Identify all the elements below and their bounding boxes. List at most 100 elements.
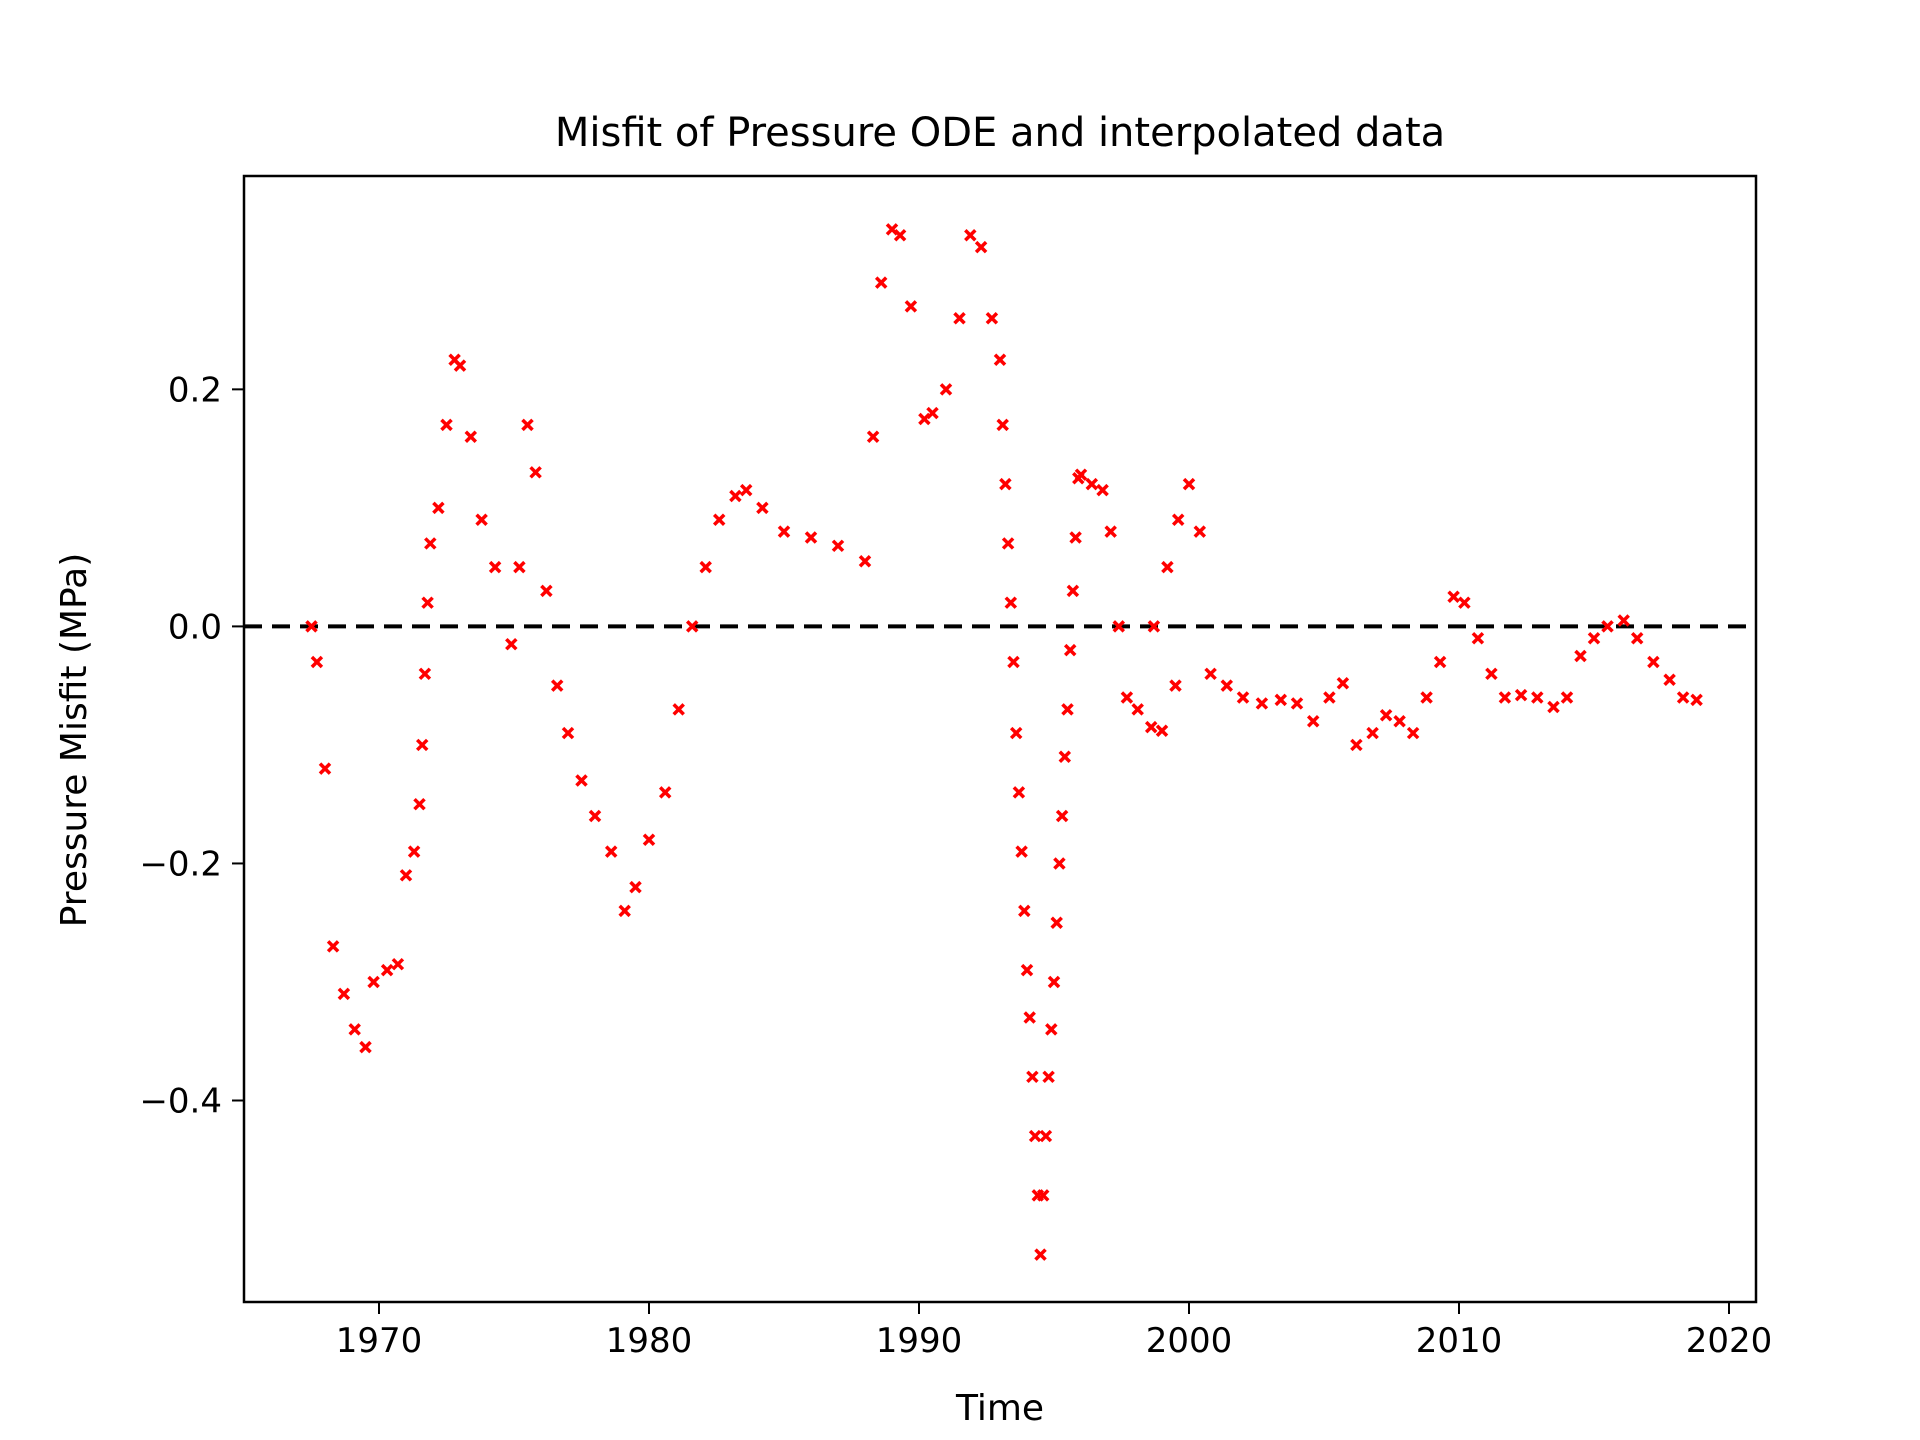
data-point [1379, 709, 1393, 722]
data-point [604, 845, 618, 858]
data-point [996, 418, 1009, 432]
data-point [1147, 620, 1161, 633]
data-point [1023, 1011, 1036, 1024]
data-point [432, 501, 445, 515]
data-point [1026, 1070, 1039, 1084]
data-point [1034, 1248, 1047, 1261]
data-point [1047, 975, 1061, 989]
data-point [999, 477, 1012, 491]
data-point [521, 418, 534, 432]
data-point [831, 539, 845, 553]
plot-area [244, 223, 1756, 1261]
data-point [1036, 1189, 1050, 1202]
data-point [464, 430, 478, 443]
data-point [1096, 483, 1109, 497]
data-point [1676, 691, 1690, 704]
data-point [1193, 525, 1207, 538]
data-point [1236, 691, 1250, 704]
x-tick-label: 2000 [1146, 1321, 1233, 1361]
data-point [1323, 691, 1336, 704]
data-point [974, 240, 988, 254]
data-point [1120, 691, 1134, 704]
data-point [1647, 655, 1660, 669]
y-tick-label: −0.2 [139, 844, 222, 884]
data-point [926, 406, 939, 420]
data-point [804, 531, 818, 544]
data-point [1663, 673, 1676, 686]
data-point [953, 311, 966, 325]
data-point [1015, 845, 1028, 858]
data-point [488, 560, 502, 574]
data-point [413, 797, 426, 811]
data-point [424, 537, 437, 550]
data-point [310, 655, 324, 669]
data-point [1182, 477, 1196, 491]
data-point [1012, 786, 1026, 799]
data-point [305, 620, 318, 633]
data-point [1050, 916, 1063, 929]
data-point [415, 738, 429, 752]
data-point [359, 1040, 372, 1054]
data-point [658, 786, 672, 799]
chart-title: Misfit of Pressure ODE and interpolated … [555, 110, 1445, 156]
data-point [326, 940, 340, 953]
data-point [550, 679, 564, 692]
data-point [939, 383, 953, 396]
data-point [529, 466, 542, 479]
data-point [1220, 679, 1234, 692]
data-point [561, 726, 575, 740]
data-point [1171, 513, 1185, 526]
data-point [1085, 477, 1099, 491]
data-point [618, 904, 631, 918]
data-point [1433, 655, 1447, 669]
data-point [985, 311, 999, 325]
data-point [1531, 691, 1544, 704]
data-point [1039, 1129, 1053, 1143]
data-point [777, 525, 791, 538]
data-point [1001, 537, 1015, 550]
axes-frame [242, 174, 1758, 1304]
data-point [858, 554, 872, 568]
data-point [1112, 620, 1126, 633]
data-point [475, 513, 488, 526]
data-point [418, 667, 432, 681]
x-tick-label: 1970 [336, 1321, 423, 1361]
data-point [964, 229, 977, 242]
data-point [367, 975, 380, 989]
data-point [1498, 691, 1512, 704]
data-point [1447, 590, 1460, 604]
data-point [1393, 714, 1406, 728]
data-point [540, 584, 553, 598]
data-point [1144, 720, 1158, 734]
data-point [1004, 596, 1018, 609]
x-axis-label: Time [955, 1388, 1044, 1429]
data-point [893, 229, 907, 242]
x-tick-label: 1990 [876, 1321, 963, 1361]
x-tick-label: 2010 [1416, 1321, 1503, 1361]
x-tick-label: 1980 [606, 1321, 693, 1361]
data-point [1169, 679, 1182, 692]
data-point [642, 833, 656, 846]
data-point [729, 489, 742, 503]
data-point [399, 869, 413, 882]
data-point [1290, 697, 1304, 710]
data-point [380, 963, 394, 977]
data-point [1161, 560, 1174, 574]
data-point [874, 276, 888, 289]
data-point [1018, 904, 1031, 918]
data-point [1630, 632, 1644, 645]
data-point [391, 957, 405, 971]
data-point [348, 1023, 361, 1036]
data-point [699, 560, 712, 574]
data-point [629, 880, 642, 894]
data-point [1406, 726, 1420, 740]
data-point [407, 845, 421, 858]
data-point [1574, 649, 1587, 663]
data-point [1306, 714, 1320, 728]
data-point [756, 501, 769, 515]
data-point [1274, 693, 1288, 707]
data-point [513, 560, 526, 574]
data-point [1471, 632, 1485, 645]
data-point [1061, 703, 1074, 716]
